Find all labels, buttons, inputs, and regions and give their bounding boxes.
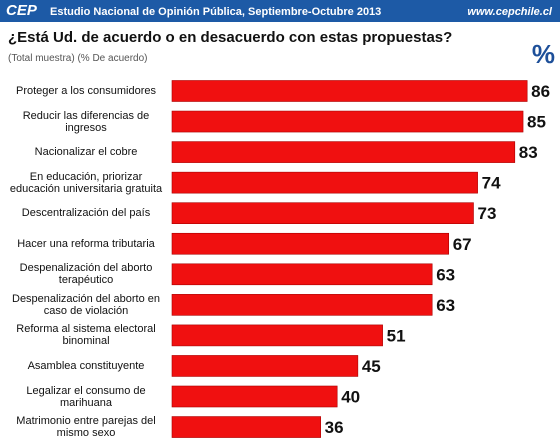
category-label: Matrimonio entre parejas del mismo sexo [16, 415, 156, 440]
bar [171, 355, 359, 377]
value-label: 45 [362, 357, 381, 376]
value-label: 36 [325, 418, 344, 437]
chart-title: ¿Está Ud. de acuerdo o en desacuerdo con… [8, 29, 452, 46]
header-url: www.cepchile.cl [467, 6, 553, 18]
bar [171, 141, 516, 163]
bar [171, 202, 474, 224]
bar [171, 171, 478, 194]
header-text: Estudio Nacional de Opinión Pública, Sep… [50, 6, 381, 18]
category-label: Despenalización del aborto en caso de vi… [12, 292, 160, 317]
value-label: 63 [436, 296, 455, 315]
bar [171, 416, 321, 438]
bar [171, 232, 450, 255]
bar [171, 324, 383, 347]
chart-subtitle: (Total muestra) (% De acuerdo) [8, 53, 148, 64]
category-label: Legalizar el consumo de marihuana [26, 384, 146, 409]
category-label: Reducir las diferencias de ingresos [22, 109, 150, 134]
category-label: Hacer una reforma tributaria [17, 237, 155, 250]
category-label: Reforma al sistema electoral binominal [16, 323, 156, 348]
header-bar [0, 0, 560, 22]
category-label: Proteger a los consumidores [15, 85, 156, 97]
category-label: Nacionalizar el cobre [34, 146, 138, 159]
value-label: 73 [477, 204, 496, 223]
category-label: Despenalización del aborto terapéutico [19, 262, 153, 287]
bar [171, 110, 524, 133]
value-label: 63 [436, 265, 455, 284]
bar [171, 294, 433, 316]
bar [171, 385, 338, 408]
bar [171, 80, 528, 102]
value-label: 74 [482, 174, 501, 193]
category-label: Asamblea constituyente [27, 359, 145, 372]
unit-label: % [532, 39, 555, 69]
value-label: 51 [387, 326, 406, 345]
value-label: 40 [341, 388, 360, 407]
bar [171, 263, 433, 286]
value-label: 67 [453, 235, 472, 254]
value-label: 85 [527, 113, 546, 132]
value-label: 83 [519, 143, 538, 162]
category-label: En educación, priorizar educación univer… [9, 170, 163, 195]
value-label: 86 [531, 82, 550, 101]
logo: CEP [6, 2, 38, 19]
category-label: Descentralización del país [21, 207, 151, 220]
